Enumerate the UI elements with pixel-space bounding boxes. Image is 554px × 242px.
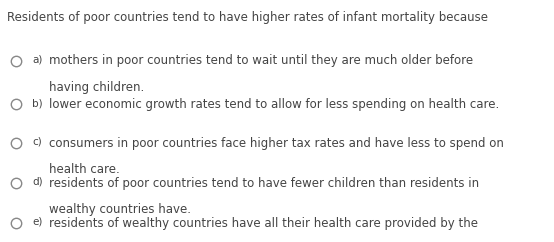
Text: health care.: health care. (49, 163, 120, 176)
Text: wealthy countries have.: wealthy countries have. (49, 203, 191, 216)
Text: b): b) (32, 98, 43, 108)
Text: residents of wealthy countries have all their health care provided by the: residents of wealthy countries have all … (49, 217, 478, 230)
Text: c): c) (32, 137, 42, 147)
Text: consumers in poor countries face higher tax rates and have less to spend on: consumers in poor countries face higher … (49, 137, 504, 150)
Text: mothers in poor countries tend to wait until they are much older before: mothers in poor countries tend to wait u… (49, 54, 473, 68)
Text: lower economic growth rates tend to allow for less spending on health care.: lower economic growth rates tend to allo… (49, 98, 499, 111)
Text: d): d) (32, 177, 43, 187)
Text: e): e) (32, 217, 43, 227)
Text: Residents of poor countries tend to have higher rates of infant mortality becaus: Residents of poor countries tend to have… (7, 11, 488, 24)
Text: residents of poor countries tend to have fewer children than residents in: residents of poor countries tend to have… (49, 177, 479, 190)
Text: a): a) (32, 54, 43, 64)
Text: having children.: having children. (49, 81, 144, 94)
